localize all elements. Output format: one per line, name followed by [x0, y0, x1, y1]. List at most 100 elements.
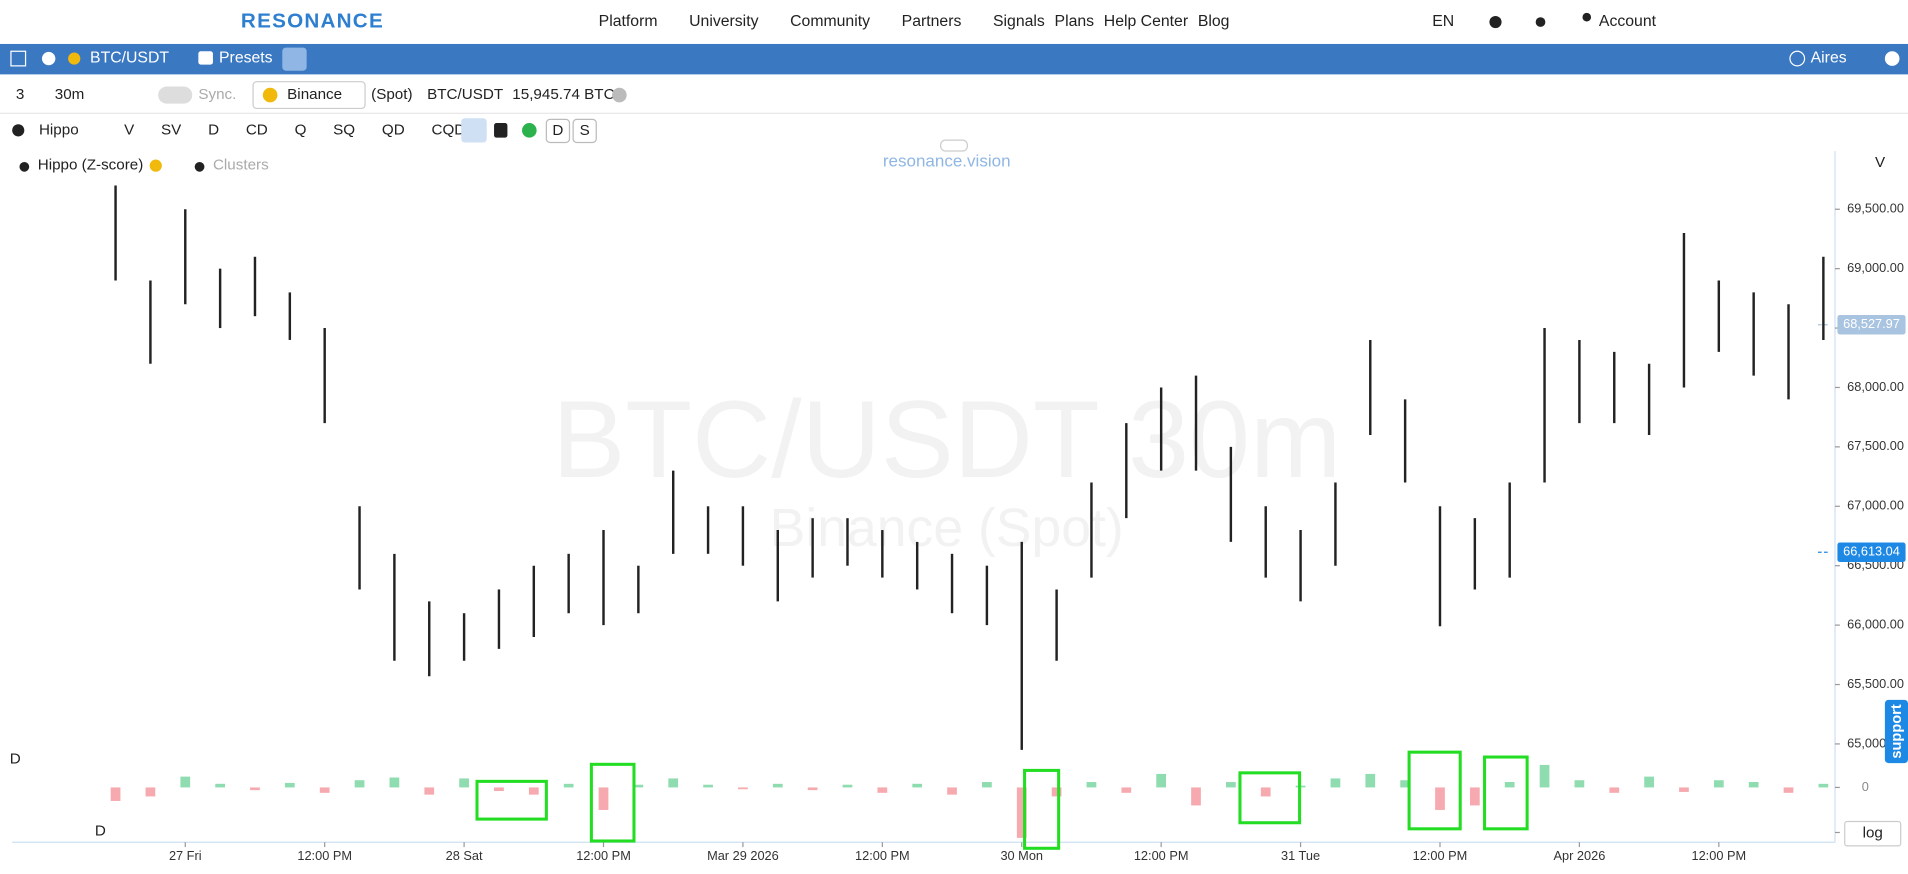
delta-bar	[1748, 782, 1759, 788]
panel-label: D	[95, 822, 106, 839]
delta-bar	[1156, 773, 1167, 788]
toolbar-symbol[interactable]: BTC/USDT	[90, 50, 169, 67]
delta-bar	[1818, 783, 1829, 788]
delta-bar	[354, 780, 365, 788]
toggle-box[interactable]	[572, 118, 597, 144]
chart-mode-button[interactable]	[461, 118, 487, 143]
nav-item[interactable]: Community	[790, 13, 870, 30]
nav-item[interactable]: Blog	[1198, 13, 1230, 30]
collapse-button[interactable]	[940, 139, 968, 152]
delta-bar	[703, 784, 713, 788]
nav-item[interactable]: Plans	[1055, 13, 1095, 30]
theme-icon[interactable]	[1535, 17, 1546, 27]
legend-clusters: Clusters	[213, 157, 269, 174]
delta-bar	[668, 778, 679, 788]
delta-bar	[250, 787, 260, 791]
delta-bar	[912, 783, 923, 788]
highlight-box	[589, 762, 636, 843]
notes-button[interactable]	[282, 47, 307, 71]
indicator-button[interactable]: D	[208, 121, 219, 138]
delta-bar	[389, 777, 400, 788]
nav-item[interactable]: Help Center	[1104, 13, 1188, 30]
delta-bar	[145, 787, 156, 797]
delta-bar	[1469, 787, 1480, 806]
doc-button[interactable]	[494, 123, 508, 138]
indicator-button[interactable]: CD	[246, 121, 268, 138]
layout-count[interactable]: 3	[16, 86, 24, 103]
bell-icon[interactable]	[1489, 15, 1502, 29]
language[interactable]: EN	[1432, 13, 1454, 30]
highlight-box	[1238, 771, 1302, 825]
indicator-button[interactable]: Q	[295, 121, 307, 138]
price-label: 66,613.04	[1843, 544, 1900, 559]
visibility-icon[interactable]	[194, 161, 205, 172]
x-tick-label: 12:00 PM	[1134, 848, 1189, 863]
delta-bar	[772, 783, 783, 788]
presets-icon[interactable]	[198, 51, 213, 65]
settings-icon[interactable]	[12, 124, 25, 137]
logo[interactable]: RESONANCE	[241, 10, 384, 33]
indicator-button[interactable]: CQD	[431, 121, 465, 138]
indicator-button[interactable]: SV	[161, 121, 182, 138]
log-button[interactable]	[1844, 820, 1902, 847]
delta-bar	[180, 776, 191, 788]
highlight-box	[1483, 755, 1529, 831]
toggle[interactable]: S	[580, 122, 590, 139]
sync-toggle[interactable]	[158, 86, 193, 104]
nav-item[interactable]: Partners	[902, 13, 962, 30]
account[interactable]: Account	[1599, 13, 1657, 30]
nav-item[interactable]: Platform	[599, 13, 658, 30]
sync[interactable]: Sync.	[198, 86, 236, 103]
volume: 15,945.74 BTC	[512, 86, 614, 103]
interval[interactable]: 30m	[55, 86, 85, 103]
delta-bar	[982, 782, 992, 788]
delta-bar	[877, 787, 888, 793]
exchange-icon	[149, 159, 162, 172]
support-label[interactable]: support	[1889, 704, 1905, 758]
exchange[interactable]: Binance	[287, 86, 342, 103]
delta-bar	[1504, 782, 1515, 788]
y-tick-label: 68,000.00	[1847, 379, 1904, 394]
log-label[interactable]: log	[1863, 825, 1883, 842]
presets[interactable]: Presets	[219, 50, 273, 67]
grid-icon[interactable]	[10, 50, 27, 67]
delta-bar	[1400, 780, 1411, 788]
visibility-icon[interactable]	[19, 161, 30, 172]
legend-indicator: Hippo (Z-score)	[38, 157, 144, 174]
exchange-icon	[68, 52, 81, 65]
x-tick-label: 12:00 PM	[1691, 848, 1746, 863]
exchange-select[interactable]	[252, 81, 366, 110]
x-tick-label: 28 Sat	[446, 848, 483, 863]
delta-bar	[1086, 782, 1097, 788]
delta-bar	[424, 787, 435, 795]
nav-item[interactable]: University	[689, 13, 758, 30]
add-button[interactable]	[522, 123, 537, 138]
y-tick-label: 69,500.00	[1847, 201, 1904, 216]
user-icon[interactable]	[1789, 50, 1806, 67]
toggle-box[interactable]	[545, 118, 571, 144]
account-icon[interactable]	[1582, 12, 1592, 22]
indicator-button[interactable]: SQ	[333, 121, 355, 138]
delta-bar	[1191, 787, 1201, 806]
delta-bar	[459, 778, 469, 788]
watermark-sub: Binance (Spot)	[770, 499, 1124, 558]
indicator-name[interactable]: Hippo	[39, 121, 79, 138]
delta-bar	[1644, 776, 1654, 788]
support-tab[interactable]	[1884, 699, 1908, 764]
highlight-box	[475, 779, 548, 821]
y-tick-label: 69,000.00	[1847, 260, 1904, 275]
delta-bar	[1365, 773, 1376, 788]
delta-bar	[598, 787, 609, 810]
delta-bar	[1016, 787, 1027, 838]
indicator-button[interactable]: QD	[382, 121, 405, 138]
user[interactable]: Aires	[1811, 50, 1847, 67]
market: (Spot)	[371, 86, 412, 103]
toggle[interactable]: D	[552, 122, 563, 139]
indicator-button[interactable]: V	[124, 121, 135, 138]
help-icon[interactable]	[1884, 51, 1900, 66]
x-tick-label: Mar 29 2026	[707, 848, 779, 863]
toolbar	[0, 43, 1908, 75]
symbol: BTC/USDT	[427, 86, 503, 103]
nav-item[interactable]: Signals	[993, 13, 1045, 30]
